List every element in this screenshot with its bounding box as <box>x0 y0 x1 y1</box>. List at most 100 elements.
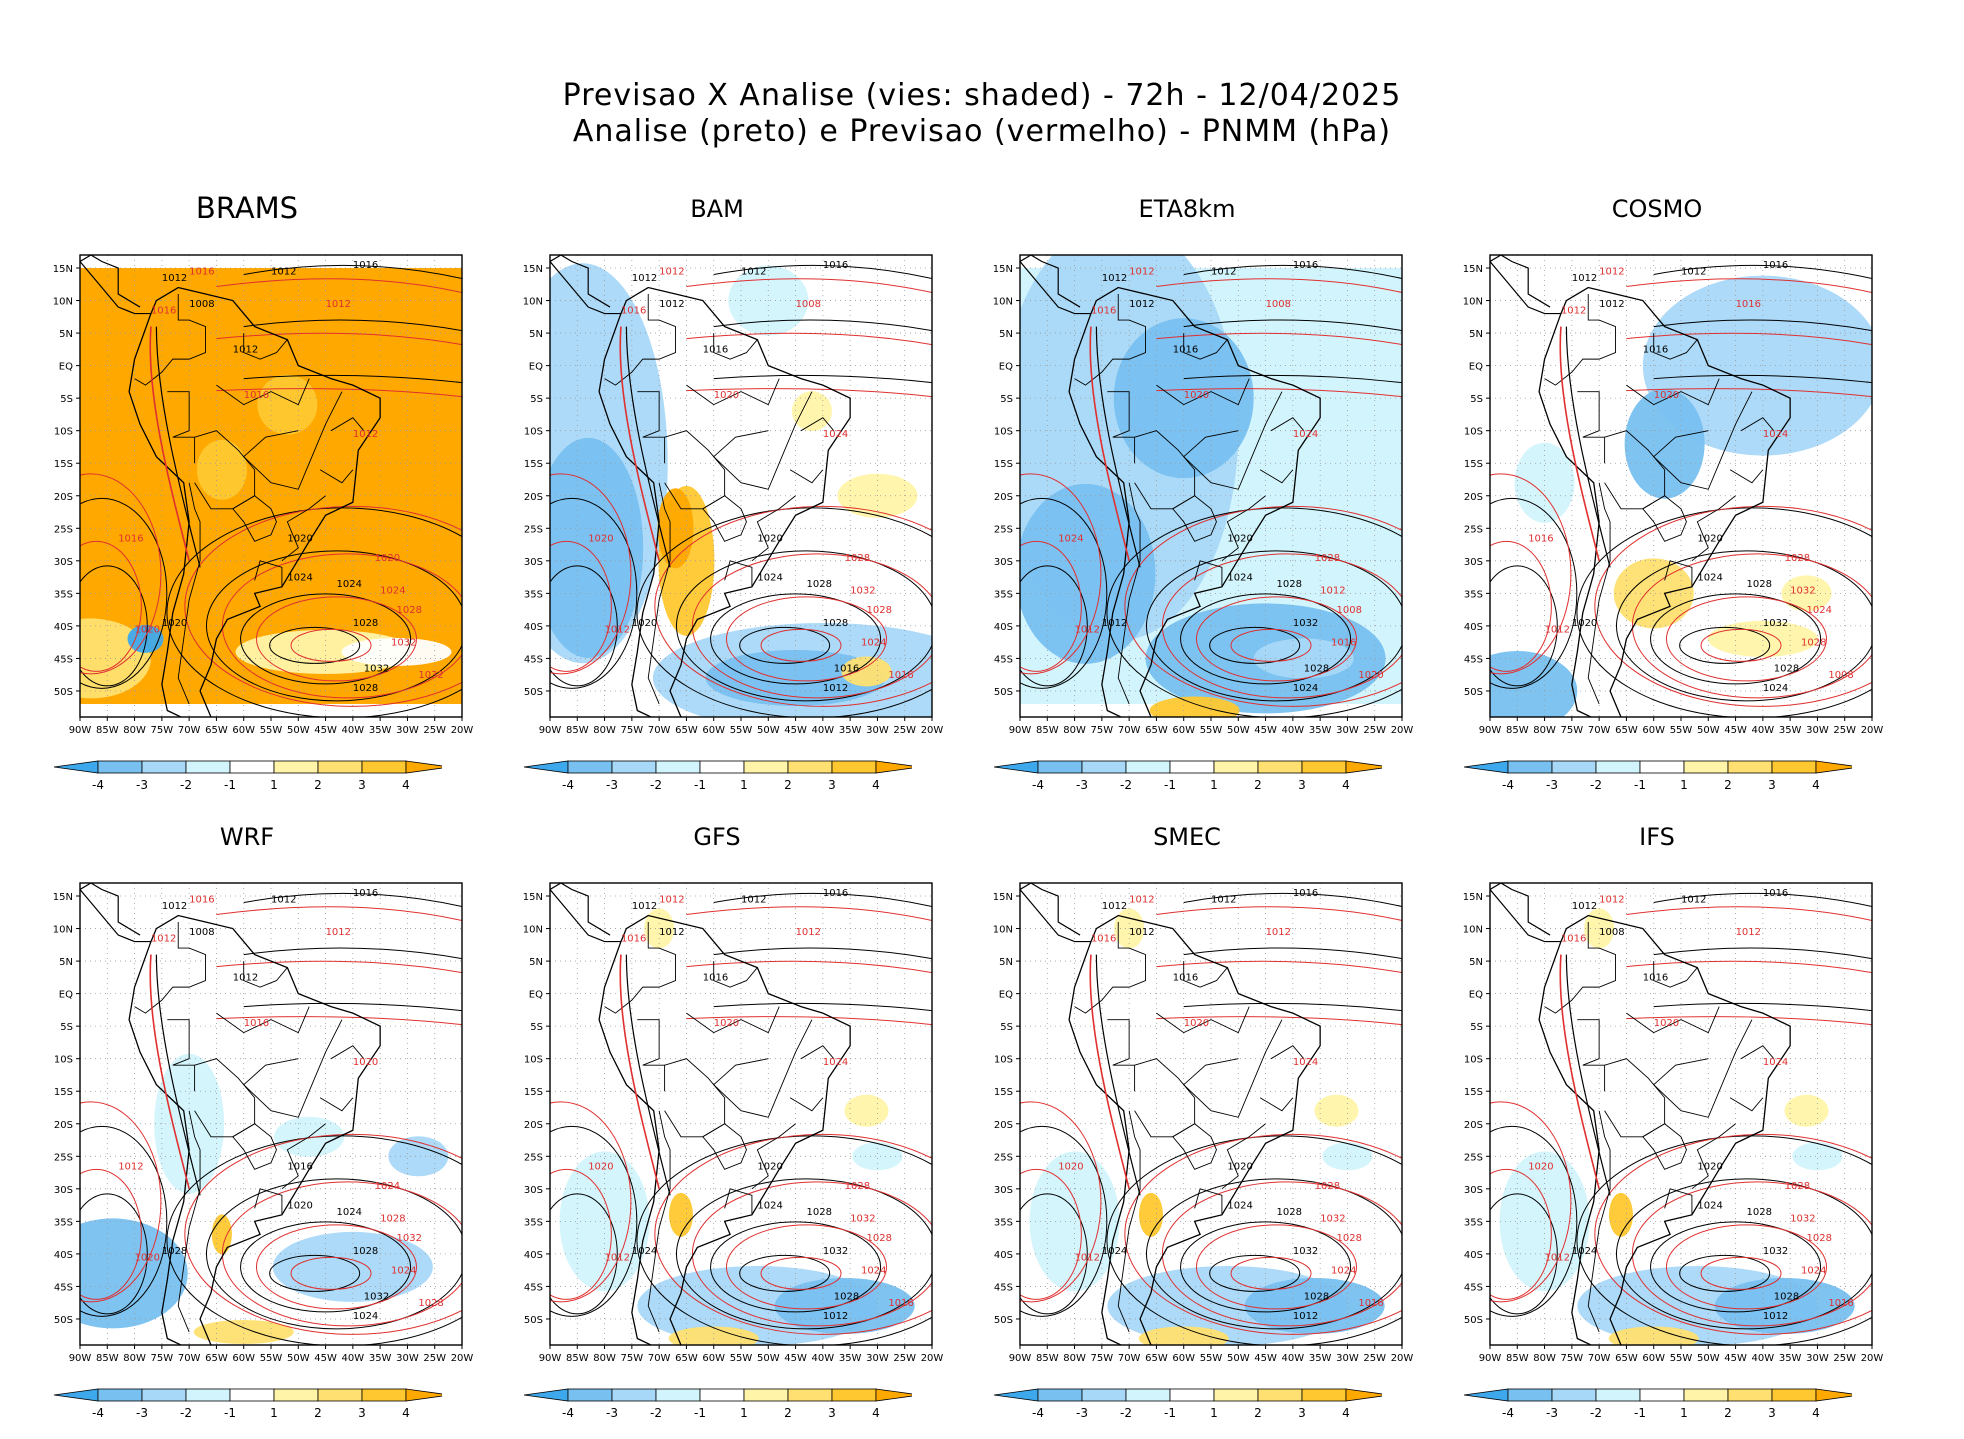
lat-label: 45S <box>524 1282 543 1293</box>
forecast-isobar <box>80 540 142 672</box>
isobar-label-forecast: 1024 <box>375 1181 400 1192</box>
isobar-label-forecast: 1028 <box>867 1233 892 1244</box>
lon-label: 65W <box>1145 1353 1168 1364</box>
isobar-label-analysis: 1024 <box>757 572 782 583</box>
isobar-label-analysis: 1016 <box>1293 888 1318 899</box>
analysis-isobar <box>713 319 932 332</box>
country-border <box>1183 333 1228 360</box>
lat-label: 20S <box>524 1120 543 1131</box>
bias-shading-area <box>1784 1094 1829 1127</box>
bias-shading-area <box>257 374 318 435</box>
country-border <box>1172 1123 1217 1170</box>
isobar-label-forecast: 1016 <box>189 895 214 906</box>
lat-label: 50S <box>1464 687 1483 698</box>
coastline-central-america <box>550 255 621 315</box>
lat-label: 15N <box>53 892 73 903</box>
country-border <box>1156 378 1250 406</box>
analysis-isobar <box>1020 1125 1108 1317</box>
lon-label: 60W <box>232 1353 255 1364</box>
lon-label: 65W <box>1615 1353 1638 1364</box>
analysis-isobar <box>1183 1002 1402 1012</box>
colorbar-segment <box>1683 1388 1729 1402</box>
lon-label: 80W <box>1063 1353 1086 1364</box>
colorbar-segment <box>361 1388 407 1402</box>
forecast-isobar <box>1156 1016 1402 1026</box>
analysis-isobar <box>206 1178 462 1330</box>
forecast-isobar <box>1626 388 1872 398</box>
colorbar-segment <box>743 760 789 774</box>
lat-label: 15N <box>53 264 73 275</box>
lat-label: 25S <box>524 524 543 535</box>
isobar-label-analysis: 1016 <box>287 1161 312 1172</box>
bias-shading-area <box>1608 1192 1633 1237</box>
isobar-label-analysis: 1028 <box>806 1207 831 1218</box>
isobar-label-analysis: 1028 <box>1746 1207 1771 1218</box>
isobar-label-analysis: 1028 <box>353 683 378 694</box>
analysis-isobar <box>713 264 932 280</box>
panel-title: SMEC <box>1153 823 1221 851</box>
isobar-label-forecast: 1024 <box>1807 605 1832 616</box>
isobar-label-analysis: 1028 <box>1304 1291 1329 1302</box>
forecast-isobar <box>1594 505 1872 707</box>
lon-label: 55W <box>260 725 283 736</box>
lat-label: 30S <box>994 557 1013 568</box>
lon-label: 50W <box>1227 725 1250 736</box>
isobar-label-forecast: 1016 <box>1561 934 1586 945</box>
lon-label: 50W <box>1697 1353 1720 1364</box>
isobar-label-forecast: 1020 <box>588 533 613 544</box>
panel-title: ETA8km <box>1138 195 1236 223</box>
analysis-isobar <box>713 1002 932 1012</box>
lon-label: 45W <box>1254 1353 1277 1364</box>
colorbar-label: 2 <box>784 1406 792 1420</box>
analysis-isobar <box>243 374 462 384</box>
forecast-isobar <box>691 1181 932 1327</box>
analysis-isobar <box>710 1221 882 1313</box>
lon-label: 55W <box>730 1353 753 1364</box>
bias-shading-area <box>1138 1192 1163 1237</box>
forecast-isobar <box>550 540 612 672</box>
country-border <box>1626 1006 1720 1034</box>
colorbar-segment <box>1727 760 1773 774</box>
colorbar-segment <box>273 760 319 774</box>
lon-label: 85W <box>566 1353 589 1364</box>
forecast-isobar <box>550 1101 632 1303</box>
lon-label: 70W <box>1118 1353 1141 1364</box>
lon-label: 75W <box>151 725 174 736</box>
isobar-label-forecast: 1008 <box>796 299 821 310</box>
lat-label: EQ <box>59 990 73 1001</box>
forecast-isobar <box>1490 473 1572 675</box>
analysis-isobar <box>1209 1254 1301 1292</box>
colorbar-label: 3 <box>1298 1406 1306 1420</box>
lon-label: 90W <box>539 1353 562 1364</box>
colorbar-label: -2 <box>180 1406 192 1420</box>
bias-shading-area <box>1613 558 1694 629</box>
lat-label: 25S <box>1464 1152 1483 1163</box>
lat-label: 10S <box>524 1055 543 1066</box>
lat-label: 15S <box>524 1087 543 1098</box>
lat-label: 30S <box>1464 1185 1483 1196</box>
isobar-label-forecast: 1012 <box>659 895 684 906</box>
lat-label: 15S <box>994 1087 1013 1098</box>
lat-label: 20S <box>54 492 73 503</box>
analysis-isobar <box>269 1254 361 1292</box>
lat-label: 35S <box>1464 1217 1483 1228</box>
country-border <box>1134 430 1196 510</box>
lon-label: 25W <box>1833 1353 1856 1364</box>
colorbar-label: 4 <box>1812 778 1820 792</box>
lon-label: 60W <box>1172 725 1195 736</box>
analysis-isobar <box>713 947 932 960</box>
lon-label: 20W <box>921 725 944 736</box>
forecast-isobar <box>1161 553 1402 699</box>
map-svg: 1012101610121012101610201024102810281016… <box>523 254 944 736</box>
isobar-label-forecast: 1024 <box>1293 429 1318 440</box>
lon-label: 70W <box>178 725 201 736</box>
isobar-label-forecast: 1012 <box>151 934 176 945</box>
lon-label: 85W <box>566 725 589 736</box>
lon-label: 65W <box>205 1353 228 1364</box>
lat-label: 15S <box>1464 459 1483 470</box>
isobar-label-forecast: 1024 <box>1763 1057 1788 1068</box>
colorbar-segment <box>1169 760 1215 774</box>
forecast-isobar <box>725 1224 887 1310</box>
lat-label: 15N <box>523 892 543 903</box>
bias-shading-area <box>668 1192 693 1237</box>
